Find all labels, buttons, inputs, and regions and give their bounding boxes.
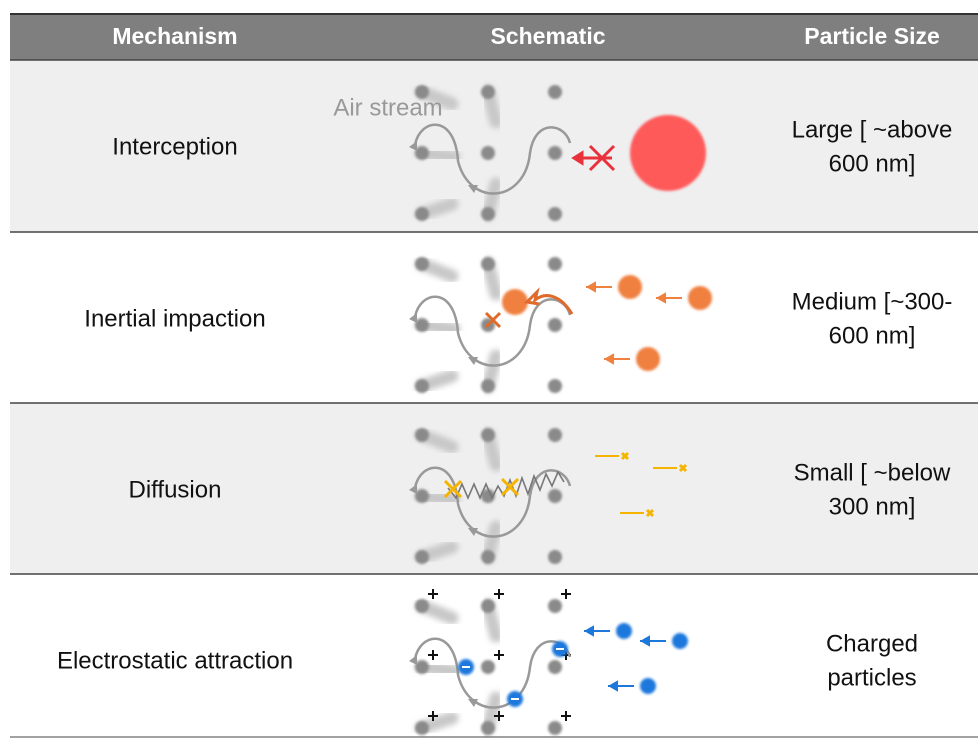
fiber [415, 318, 429, 332]
particle [672, 633, 688, 649]
fiber [548, 428, 562, 442]
fiber [481, 257, 495, 271]
fiber [481, 660, 495, 674]
mechanism: Diffusion [129, 476, 222, 503]
motion-arrow [571, 150, 612, 166]
motion-arrow [603, 353, 630, 365]
particle [636, 347, 660, 371]
fiber [481, 428, 495, 442]
capture-cross [620, 451, 630, 461]
motion-arrow [583, 625, 610, 637]
fiber [415, 660, 429, 674]
fiber [415, 489, 429, 503]
fiber [548, 318, 562, 332]
arrow-head [409, 484, 478, 536]
fiber [481, 489, 495, 503]
fiber [415, 599, 429, 613]
fiber [481, 146, 495, 160]
header-cell: Schematic [490, 23, 605, 49]
plus-sign [494, 711, 504, 721]
plus-sign [494, 589, 504, 599]
fiber [548, 489, 562, 503]
particle-size: Large [ ~above [792, 116, 953, 143]
plus-sign [428, 650, 438, 660]
particle [688, 286, 712, 310]
particle [616, 623, 632, 639]
fiber [415, 428, 429, 442]
fiber [548, 379, 562, 393]
fiber [548, 146, 562, 160]
plus-sign [561, 589, 571, 599]
particle [502, 289, 528, 315]
plus-sign [561, 711, 571, 721]
fiber [481, 85, 495, 99]
motion-arrow [655, 292, 682, 304]
motion-arrow [639, 635, 666, 647]
particle [630, 115, 706, 191]
particle [618, 275, 642, 299]
header-cell: Particle Size [804, 23, 940, 49]
arrow-head [409, 313, 478, 365]
fiber [481, 207, 495, 221]
fiber [548, 257, 562, 271]
particle-size: particles [827, 664, 916, 691]
particle-size: Medium [~300- [792, 288, 953, 315]
particle [640, 678, 656, 694]
fiber [415, 721, 429, 735]
fiber [548, 207, 562, 221]
arrow-head [409, 655, 478, 707]
particle-size: 600 nm] [829, 150, 916, 177]
particle-size: Charged [826, 630, 918, 657]
particle-size: Small [ ~below [794, 459, 951, 486]
fiber [481, 721, 495, 735]
fiber [548, 550, 562, 564]
fiber [548, 721, 562, 735]
fiber [481, 599, 495, 613]
fiber [415, 257, 429, 271]
fiber [548, 599, 562, 613]
mechanism: Inertial impaction [84, 305, 265, 332]
motion-arrow [607, 680, 634, 692]
motion-arrow [585, 281, 612, 293]
capture-cross [645, 508, 655, 518]
fiber [548, 85, 562, 99]
header-bar [10, 14, 978, 60]
fiber [481, 550, 495, 564]
header-cell: Mechanism [112, 23, 237, 49]
mechanism: Electrostatic attraction [57, 647, 293, 674]
impact-arrow [523, 287, 574, 315]
plus-sign [494, 650, 504, 660]
plus-sign [428, 589, 438, 599]
fiber [415, 146, 429, 160]
fiber [415, 550, 429, 564]
arrow-head [409, 141, 478, 193]
fiber [415, 207, 429, 221]
particle-size: 300 nm] [829, 493, 916, 520]
fiber [415, 85, 429, 99]
fiber [481, 379, 495, 393]
capture-cross [443, 479, 463, 499]
fiber [548, 660, 562, 674]
fiber [415, 379, 429, 393]
air-stream-label: Air stream [333, 94, 442, 121]
capture-cross [500, 477, 520, 497]
particle-size: 600 nm] [829, 322, 916, 349]
mechanism: Interception [112, 133, 237, 160]
capture-cross [678, 463, 688, 473]
plus-sign [428, 711, 438, 721]
capture-cross [484, 311, 502, 329]
